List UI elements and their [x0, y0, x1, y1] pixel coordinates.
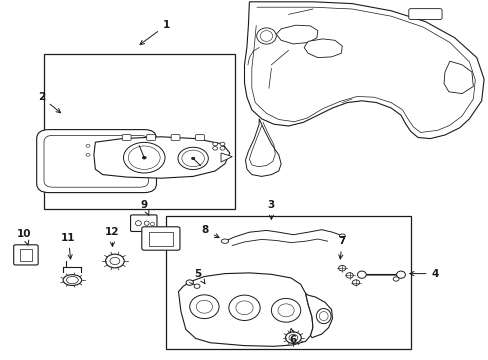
Ellipse shape: [182, 150, 204, 167]
Bar: [44, 54, 234, 209]
Ellipse shape: [178, 147, 208, 170]
FancyBboxPatch shape: [146, 135, 155, 140]
Ellipse shape: [285, 332, 301, 343]
Ellipse shape: [221, 239, 228, 243]
Ellipse shape: [260, 31, 272, 41]
Ellipse shape: [63, 275, 81, 285]
Bar: [166, 216, 410, 349]
Polygon shape: [244, 2, 483, 139]
Ellipse shape: [86, 144, 90, 147]
Polygon shape: [443, 61, 472, 94]
Ellipse shape: [392, 277, 398, 281]
Text: 10: 10: [17, 229, 32, 245]
FancyBboxPatch shape: [44, 135, 148, 187]
Ellipse shape: [357, 271, 366, 278]
Polygon shape: [221, 153, 232, 162]
Text: 3: 3: [267, 200, 274, 219]
Ellipse shape: [220, 142, 224, 146]
Text: 6: 6: [289, 329, 296, 345]
FancyBboxPatch shape: [37, 130, 156, 193]
Ellipse shape: [235, 301, 253, 315]
Text: 12: 12: [105, 227, 120, 246]
Ellipse shape: [123, 142, 164, 173]
Ellipse shape: [128, 146, 160, 169]
Ellipse shape: [142, 156, 146, 159]
Text: 4: 4: [409, 269, 438, 279]
Bar: [148, 232, 173, 246]
Ellipse shape: [189, 295, 219, 319]
Ellipse shape: [319, 311, 327, 320]
Text: 5: 5: [194, 269, 204, 284]
Ellipse shape: [277, 304, 293, 317]
FancyBboxPatch shape: [130, 215, 157, 231]
Ellipse shape: [135, 221, 141, 226]
FancyBboxPatch shape: [14, 245, 38, 265]
Ellipse shape: [86, 153, 90, 156]
Ellipse shape: [316, 309, 330, 324]
FancyBboxPatch shape: [171, 135, 180, 140]
Text: 7: 7: [338, 236, 346, 259]
Ellipse shape: [212, 142, 217, 146]
Polygon shape: [245, 119, 281, 176]
FancyBboxPatch shape: [408, 9, 441, 19]
Ellipse shape: [150, 222, 154, 226]
Ellipse shape: [212, 147, 217, 150]
Ellipse shape: [220, 147, 224, 150]
Ellipse shape: [105, 254, 124, 268]
Ellipse shape: [196, 300, 212, 313]
Ellipse shape: [228, 295, 260, 320]
Polygon shape: [276, 25, 317, 44]
FancyBboxPatch shape: [122, 135, 131, 140]
Text: 8: 8: [202, 225, 219, 238]
Ellipse shape: [110, 257, 120, 265]
Ellipse shape: [345, 273, 352, 278]
Ellipse shape: [256, 28, 276, 44]
Text: 1: 1: [140, 20, 169, 45]
Ellipse shape: [396, 271, 405, 278]
Bar: [20, 249, 32, 261]
Ellipse shape: [144, 221, 149, 225]
Polygon shape: [178, 273, 312, 346]
Polygon shape: [94, 137, 229, 178]
Text: 11: 11: [61, 233, 76, 259]
Polygon shape: [304, 39, 342, 58]
Text: 9: 9: [141, 200, 149, 216]
FancyBboxPatch shape: [195, 135, 204, 140]
Ellipse shape: [194, 284, 200, 288]
Ellipse shape: [338, 266, 346, 271]
Text: 2: 2: [38, 92, 61, 113]
Ellipse shape: [351, 280, 359, 285]
Ellipse shape: [185, 280, 193, 285]
Ellipse shape: [191, 157, 194, 159]
Ellipse shape: [339, 234, 345, 238]
FancyBboxPatch shape: [142, 227, 180, 250]
Ellipse shape: [66, 276, 78, 284]
Ellipse shape: [288, 334, 297, 341]
Polygon shape: [305, 293, 332, 338]
Ellipse shape: [271, 298, 300, 322]
